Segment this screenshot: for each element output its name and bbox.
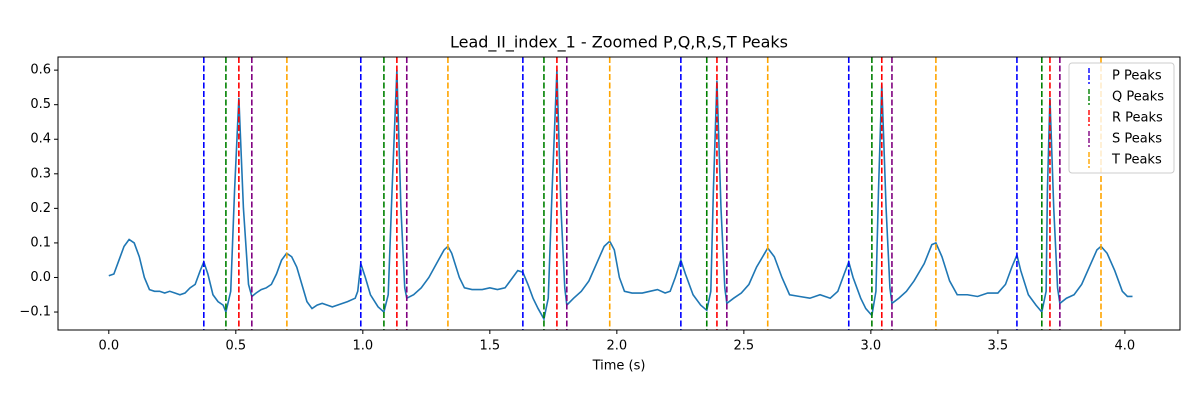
- legend-label: R Peaks: [1112, 111, 1163, 126]
- x-tick-label: 1.0: [352, 339, 373, 354]
- x-tick-label: 4.0: [1115, 339, 1136, 354]
- legend-box: [1068, 62, 1175, 174]
- legend-label: Q Peaks: [1112, 90, 1164, 105]
- y-tick-label: 0.6: [30, 63, 51, 78]
- legend-label: T Peaks: [1111, 153, 1162, 168]
- x-tick-label: 2.5: [734, 339, 755, 354]
- y-tick-label: 0.1: [30, 235, 51, 250]
- y-tick-label: 0.4: [30, 132, 51, 147]
- legend-label: S Peaks: [1112, 132, 1162, 147]
- y-tick-label: 0.0: [30, 270, 51, 285]
- ecg-line: [108, 70, 1133, 322]
- x-tick-label: 0.0: [98, 339, 119, 354]
- y-tick-label: 0.2: [30, 201, 51, 216]
- plot-frame: [57, 56, 1181, 331]
- x-axis-label: Time (s): [592, 359, 646, 374]
- y-tick-label: −0.1: [19, 305, 51, 320]
- y-tick-label: 0.5: [30, 97, 51, 112]
- chart-title: Lead_II_index_1 - Zoomed P,Q,R,S,T Peaks: [450, 33, 788, 53]
- legend-label: P Peaks: [1112, 69, 1162, 84]
- y-tick-label: 0.3: [30, 166, 51, 181]
- x-tick-label: 2.0: [606, 339, 627, 354]
- x-tick-label: 0.5: [225, 339, 246, 354]
- x-tick-label: 3.5: [988, 339, 1009, 354]
- x-tick-label: 3.0: [861, 339, 882, 354]
- x-tick-label: 1.5: [479, 339, 500, 354]
